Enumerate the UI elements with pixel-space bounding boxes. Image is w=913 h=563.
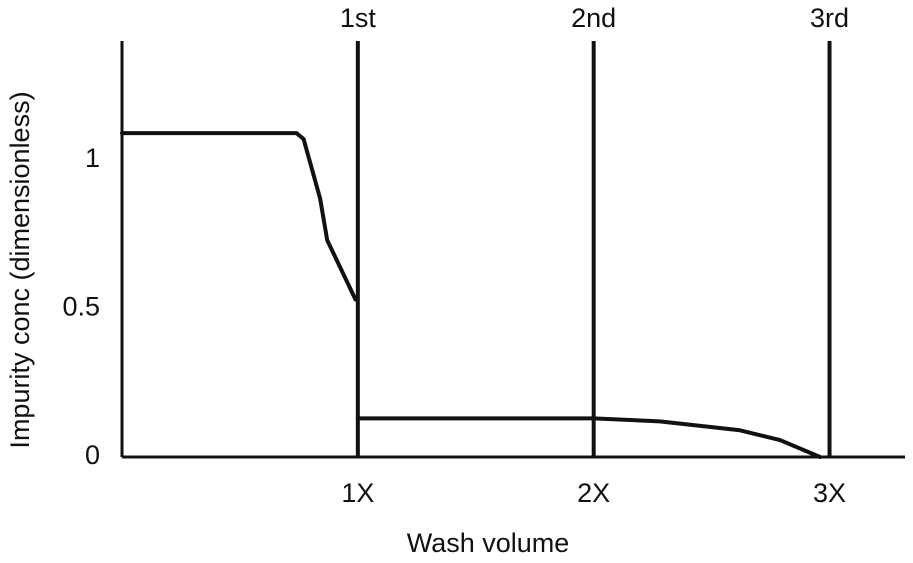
data-line [355,416,823,459]
x-tick-label: 2X [577,478,610,508]
y-tick-label: 0.5 [62,292,100,322]
y-axis-label: Impurity conc (dimensionless) [5,91,35,448]
wash-label: 3rd [810,3,849,33]
wash-label: 1st [340,3,377,33]
x-tick-label: 3X [813,478,846,508]
wash-label: 2nd [571,3,616,33]
x-tick-label: 1X [341,478,374,508]
x-axis-label: Wash volume [407,528,570,558]
y-tick-label: 0 [85,440,100,470]
y-tick-label: 1 [85,143,100,173]
data-line [120,131,358,302]
